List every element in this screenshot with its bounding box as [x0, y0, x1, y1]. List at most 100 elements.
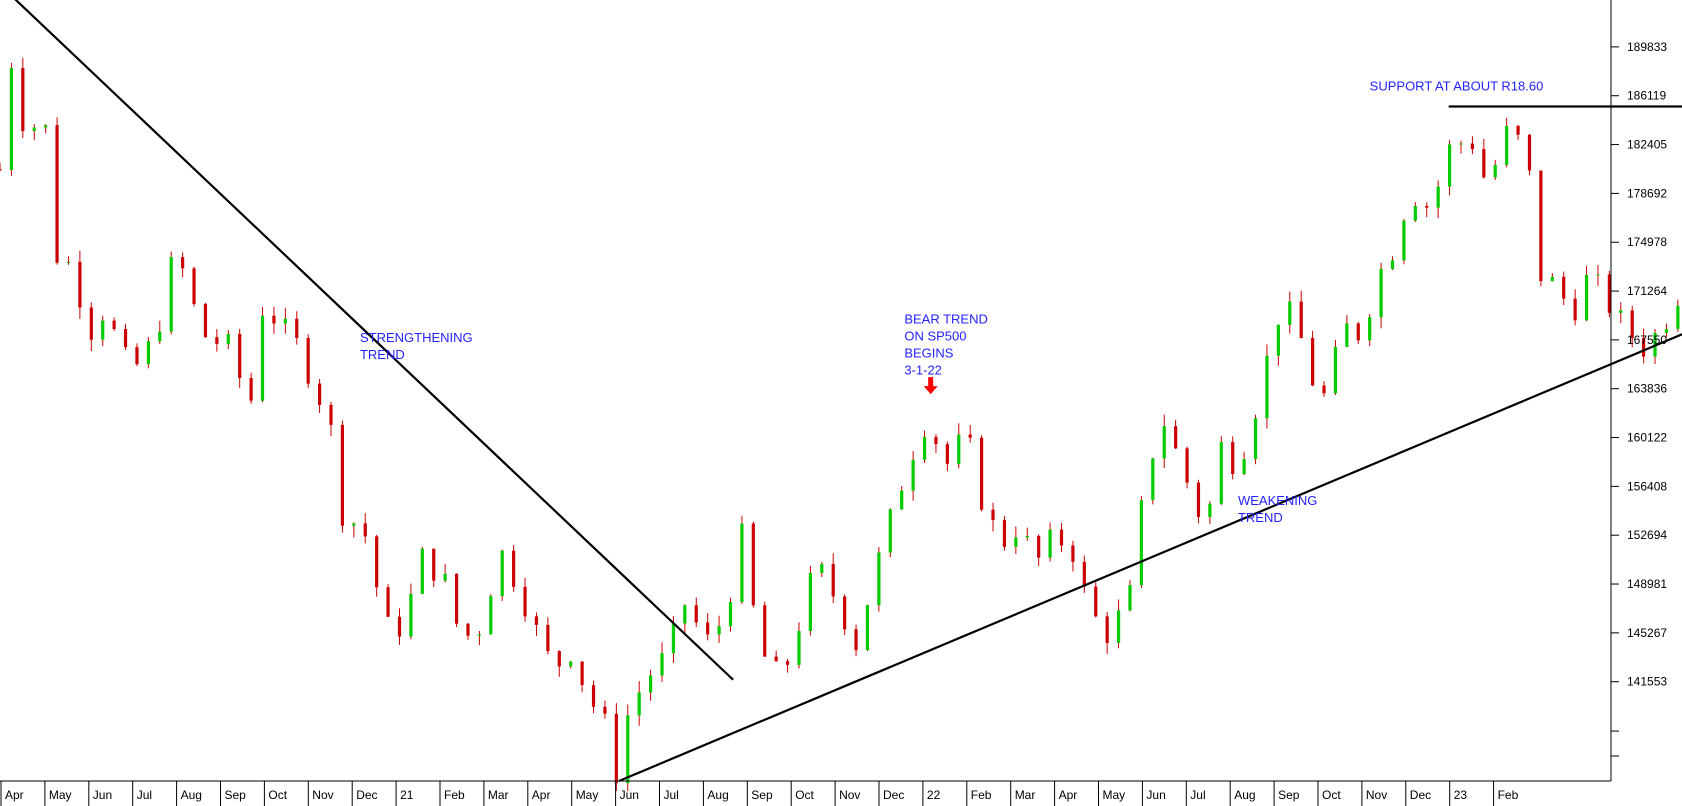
candle-body [89, 307, 93, 340]
candle-body [1128, 585, 1132, 611]
x-tick-label: Aug [1234, 788, 1255, 802]
candle-body [1493, 164, 1497, 178]
x-tick-label: Sep [751, 788, 773, 802]
candle-body [671, 623, 676, 654]
candle-body [683, 605, 687, 624]
x-tick-label: May [576, 788, 599, 802]
candle-body [443, 573, 447, 581]
candle-body [1322, 385, 1326, 394]
candle-body [1265, 355, 1269, 419]
candle-body [523, 586, 527, 617]
candle-body [238, 333, 242, 378]
x-tick-label: 21 [400, 788, 414, 802]
candle-body [797, 630, 801, 665]
candle-body [763, 605, 767, 657]
candle-body [1619, 310, 1623, 313]
candle-body [1288, 301, 1292, 325]
axes-layer [0, 0, 1612, 782]
candle-body [123, 328, 128, 348]
candle-body [1436, 186, 1440, 208]
annotations-layer: STRENGTHENING TREND BEAR TREND ON SP500 BEGI… [360, 79, 1543, 525]
chart-annotation: WEAKENING [1238, 493, 1317, 508]
x-tick-label: Apr [5, 788, 24, 802]
candle-body [295, 318, 299, 338]
candle-body [9, 68, 14, 170]
candle-body [569, 661, 573, 667]
chart-annotation: ON SP500 [904, 328, 966, 343]
candle-body [226, 333, 230, 344]
x-tick-label: Feb [1498, 788, 1519, 802]
x-tick-label: Oct [1322, 788, 1341, 802]
candle-body [808, 572, 812, 631]
candle-body [192, 268, 196, 304]
x-tick-label: Dec [356, 788, 377, 802]
candle-body [260, 315, 265, 401]
candle-body [546, 624, 550, 652]
candle-body [340, 424, 345, 526]
candle-body [1311, 338, 1315, 386]
candles-layer [0, 57, 1680, 792]
candle-body [55, 125, 59, 263]
candle-body [1642, 337, 1646, 357]
candle-body [1573, 298, 1577, 321]
candle-body [420, 548, 424, 594]
candle-body [831, 563, 835, 597]
candle-body [614, 713, 618, 784]
candle-body [1379, 268, 1383, 318]
chart-annotation: 3-1-22 [904, 362, 942, 377]
candle-body [580, 661, 584, 686]
candle-body [1596, 274, 1600, 276]
candle-body [945, 444, 949, 464]
candle-body [249, 377, 253, 401]
x-tick-label: Nov [1366, 788, 1387, 802]
candle-body [158, 331, 162, 342]
candle-body [637, 692, 641, 716]
candle-body [283, 318, 287, 324]
candle-body [135, 347, 139, 365]
x-tick-label: Aug [181, 788, 202, 802]
candle-body [317, 383, 322, 405]
candle-body [112, 320, 116, 329]
candle-body [603, 706, 607, 714]
y-tick-label: 163836 [1627, 382, 1667, 396]
x-axis-ticks: Apr May Jun Jul Aug Sep Oct Nov Dec 21 Feb Mar Apr Ma… [0, 781, 1519, 806]
x-tick-label: Dec [883, 788, 904, 802]
candle-body [706, 622, 710, 635]
x-tick-label: Aug [707, 788, 728, 802]
candle-body [534, 616, 539, 625]
candle-body [1002, 520, 1007, 547]
candle-body [181, 257, 185, 269]
candle-body [991, 509, 995, 521]
x-tick-label: Nov [839, 788, 860, 802]
candle-body [957, 434, 961, 464]
x-tick-label: Sep [225, 788, 247, 802]
chart-annotation: TREND [360, 347, 405, 362]
chart-annotation: BEGINS [904, 345, 953, 360]
candle-body [1048, 529, 1052, 558]
y-tick-label: 141553 [1627, 675, 1667, 689]
candle-body [1402, 220, 1406, 261]
candle-body [1368, 317, 1372, 341]
x-tick-label: Mar [488, 788, 509, 802]
candle-body [1059, 529, 1064, 546]
candle-body [1562, 276, 1566, 299]
candle-body [1664, 328, 1669, 333]
candle-body [911, 459, 915, 491]
y-axis-ticks: 189833 186119 182405 178692 174978 171264 1675… [1611, 40, 1667, 757]
candle-body [1071, 545, 1075, 562]
y-tick-label: 148981 [1627, 577, 1667, 591]
candle-body [1208, 503, 1212, 517]
x-tick-label: Jun [1146, 788, 1165, 802]
x-tick-label: Apr [532, 788, 551, 802]
candle-body [660, 653, 664, 676]
candle-body [1413, 206, 1417, 221]
candle-body [1094, 586, 1098, 617]
candle-body [785, 661, 790, 665]
y-tick-label: 152694 [1627, 528, 1667, 542]
candle-body [1082, 561, 1086, 587]
candle-body [1162, 426, 1166, 459]
candle-body [1242, 459, 1246, 474]
candle-body [591, 685, 596, 707]
candle-body [843, 596, 847, 630]
candle-body [397, 616, 402, 637]
